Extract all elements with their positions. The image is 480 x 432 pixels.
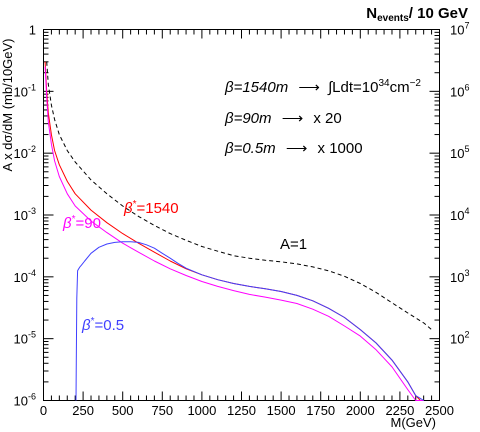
series-label-beta-1540: β*=1540 [123,199,179,217]
x-tick-label: 500 [112,403,134,418]
y-tick-label: 10-6 [14,392,36,409]
series-line-3 [75,241,424,401]
x-tick-label: 2000 [346,403,375,418]
series-line-2 [44,66,424,401]
y-tick-label: 10-1 [14,82,36,99]
x-tick-label: 1000 [187,403,216,418]
annotation-0-5: β=0.5m ⟶ x 1000 [224,140,363,157]
y-axis-label: A x dσ/dM (mb/10GeV) [0,38,15,171]
series-lines [44,61,432,401]
series-line-0 [46,61,432,330]
y-tick-label: 10-2 [14,144,36,161]
x-tick-labels: 0 250 500 750 1000 1250 1500 1750 2000 2250 2500 [40,403,454,418]
series-label-beta-0-5: β*=0.5 [81,316,124,334]
y2-tick-label: 102 [450,330,469,347]
series-label-a1: A=1 [280,236,307,253]
y2-tick-label: 103 [450,268,469,285]
y2-tick-labels: 107 106 105 104 103 102 [450,21,469,347]
y2-tick-label: 106 [450,82,469,99]
x-tick-label: 2500 [425,403,454,418]
x-tick-label: 1500 [267,403,296,418]
y2-tick-label: 104 [450,206,469,223]
x-tick-label: 0 [40,403,47,418]
y2-tick-label: 107 [450,21,469,38]
y2-axis-label: Nevents/ 10 GeV [366,5,468,24]
annotation-1540: β=1540m ⟶ ∫Ldt=1034cm−2 [224,78,421,96]
x-axis-label: M(GeV) [391,415,437,430]
y-tick-label: 1 [29,23,36,38]
series-label-beta-90: β*=90 [62,214,101,232]
x-tick-label: 250 [72,403,94,418]
x-tick-label: 2250 [385,403,414,418]
y-tick-labels: 1 10-1 10-2 10-3 10-4 10-5 10-6 [14,23,36,409]
x-tick-label: 1250 [227,403,256,418]
x-tick-label: 1750 [306,403,335,418]
y-tick-label: 10-5 [14,330,36,347]
y2-tick-label: 105 [450,144,469,161]
annotation-90: β=90m ⟶ x 20 [224,110,342,127]
y-tick-label: 10-3 [14,206,36,223]
axis-ticks [43,29,440,401]
y-tick-label: 10-4 [14,268,36,285]
x-tick-label: 750 [151,403,173,418]
